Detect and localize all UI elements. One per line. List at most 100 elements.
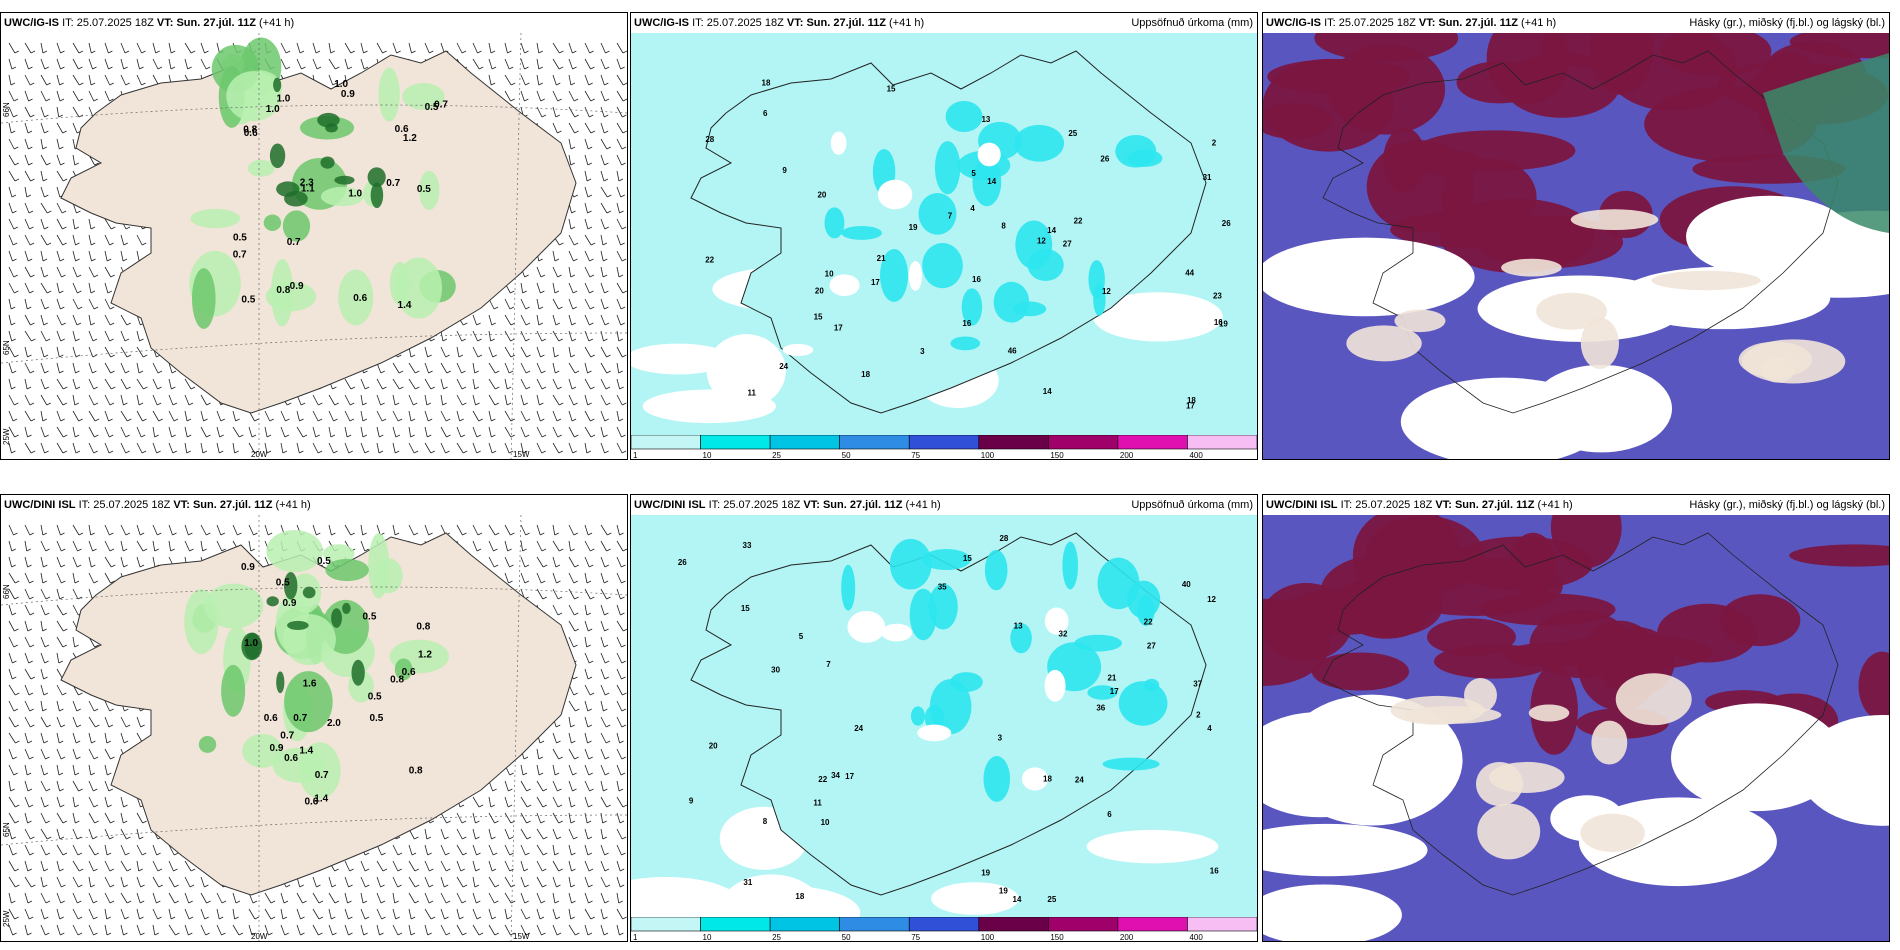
model-name: UWC/IG-IS (634, 17, 689, 29)
precip-value: 9 (689, 796, 694, 805)
precip-value: 17 (1186, 402, 1195, 411)
model-name: UWC/IG-IS (4, 17, 59, 29)
precip-value: 1.6 (303, 679, 317, 690)
it-label: IT: (1324, 17, 1336, 29)
precip-value: 20 (817, 191, 826, 200)
precip-legend: 1 10 25 50 75 100 150 200 400 (631, 435, 1257, 459)
model-name: UWC/DINI ISL (1266, 499, 1338, 511)
precip-value: 0.6 (395, 124, 409, 135)
precip-value: 30 (771, 665, 780, 674)
model-name: UWC/DINI ISL (634, 499, 706, 511)
precip-value: 0.7 (386, 178, 400, 189)
valid-time: Sun. 27.júl. 11Z (176, 17, 256, 29)
legend-tick: 75 (911, 933, 920, 941)
precip-value: 19 (1219, 319, 1228, 328)
panel-header: UWC/IG-IS IT: 25.07.2025 18Z VT: Sun. 27… (1, 13, 627, 33)
precip-value: 17 (1110, 687, 1119, 696)
init-time: 25.07.2025 18Z (1338, 17, 1416, 29)
valid-time: Sun. 27.júl. 11Z (1438, 17, 1518, 29)
precip-value: 17 (845, 772, 854, 781)
precip-value: 0.7 (293, 713, 307, 724)
precip-value: 44 (1185, 268, 1194, 277)
panel-header: UWC/DINI ISL IT: 25.07.2025 18Z VT: Sun.… (1263, 495, 1889, 515)
lon-label: 15W (513, 450, 530, 459)
it-label: IT: (1340, 499, 1353, 511)
lead-time: (+41 h) (1521, 17, 1557, 29)
legend-tick: 150 (1050, 933, 1064, 941)
vt-label: VT: (156, 17, 174, 29)
precip-value: 0.6 (284, 753, 298, 764)
precip-value: 0.8 (276, 285, 290, 296)
precip-value: 3 (920, 347, 925, 356)
map-panel: UWC/IG-IS IT: 25.07.2025 18Z VT: Sun. 27… (0, 12, 628, 460)
precip-value: 0.5 (276, 577, 290, 588)
legend-swatch (700, 917, 771, 932)
precip-value: 16 (962, 319, 971, 328)
legend-swatch (700, 435, 771, 450)
lon-label: 15W (513, 932, 530, 941)
lead-time: (+41 h) (1537, 499, 1573, 511)
legend-tick: 1 (633, 933, 638, 941)
init-time: 25.07.2025 18Z (76, 17, 154, 29)
precip-value: 1.0 (276, 93, 290, 104)
legend-swatch (1048, 917, 1119, 932)
legend-swatch (1117, 917, 1188, 932)
precip-value: 36 (1096, 703, 1105, 712)
lon-label: 20W (251, 450, 268, 459)
precip-value: 28 (705, 135, 714, 144)
precip-value: 0.7 (315, 770, 329, 781)
precip-value: 2 (1212, 139, 1217, 148)
precip-value: 6 (763, 109, 768, 118)
precip-value: 12 (1037, 237, 1046, 246)
legend-tick: 10 (703, 933, 712, 941)
map-canvas (1263, 515, 1889, 941)
legend-tick: 400 (1189, 933, 1203, 941)
init-time: 25.07.2025 18Z (1355, 499, 1433, 511)
legend-tick: 25 (772, 933, 781, 941)
legend-tick: 75 (911, 451, 920, 459)
precip-value: 8 (1001, 222, 1006, 231)
legend-swatch (839, 435, 910, 450)
precip-value: 24 (779, 362, 788, 371)
model-name: UWC/IG-IS (1266, 17, 1321, 29)
precip-value: 25 (1047, 895, 1056, 904)
precip-value: 0.6 (304, 797, 318, 808)
precip-value: 0.6 (264, 713, 278, 724)
legend-tick: 100 (981, 933, 995, 941)
init-time: 25.07.2025 18Z (93, 499, 171, 511)
precip-value: 17 (834, 323, 843, 332)
valid-time: Sun. 27.júl. 11Z (822, 499, 903, 511)
precip-value: 17 (871, 278, 880, 287)
precip-value: 1.4 (314, 794, 328, 805)
legend-swatch (631, 917, 701, 932)
legend-swatch (908, 435, 980, 450)
precip-value: 34 (831, 771, 840, 780)
precip-value: 13 (981, 115, 990, 124)
precip-value: 1.0 (334, 79, 348, 90)
legend-tick: 50 (842, 451, 851, 459)
precip-value: 11 (813, 798, 822, 807)
precip-value: 0.5 (425, 102, 439, 113)
precip-value: 0.9 (282, 598, 296, 609)
precip-value: 0.6 (244, 128, 258, 139)
precip-value: 35 (938, 583, 947, 592)
precip-value: 0.8 (409, 765, 423, 776)
precip-value: 1.0 (348, 188, 362, 199)
precip-value: 0.5 (317, 556, 331, 567)
map-canvas: 1491916151817231620141312271718152026224… (631, 33, 1257, 437)
panel-header: UWC/IG-IS IT: 25.07.2025 18Z VT: Sun. 27… (631, 13, 1257, 33)
precip-value: 5 (799, 632, 804, 641)
precip-value: 15 (887, 85, 896, 94)
precip-value: 26 (1222, 219, 1231, 228)
precip-value: 2.3 (300, 178, 314, 189)
precip-value: 0.5 (369, 713, 383, 724)
map-panel: UWC/DINI ISL IT: 25.07.2025 18Z VT: Sun.… (630, 494, 1258, 942)
precip-value: 16 (972, 275, 981, 284)
field-title: Hásky (gr.), miðský (fj.bl.) og lágský (… (1689, 499, 1885, 511)
precip-value: 0.7 (287, 237, 301, 248)
legend-swatch (631, 435, 701, 450)
precip-value: 0.9 (290, 281, 304, 292)
precip-value: 8 (763, 817, 768, 826)
vt-label: VT: (1435, 499, 1452, 511)
precip-value: 18 (762, 79, 771, 88)
